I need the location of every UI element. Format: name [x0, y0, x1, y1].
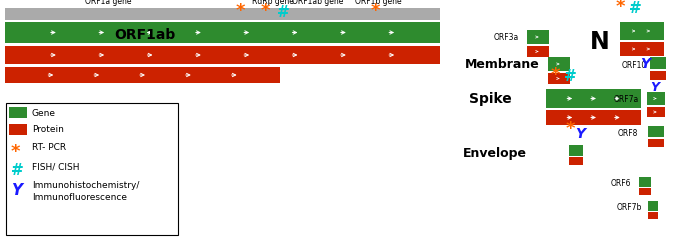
Bar: [639, 188, 651, 195]
Text: Y: Y: [11, 183, 22, 198]
Bar: [647, 107, 665, 117]
Text: RT- PCR: RT- PCR: [32, 142, 66, 151]
Text: Gene: Gene: [32, 109, 56, 118]
Bar: [527, 30, 549, 44]
Text: Membrane: Membrane: [465, 59, 540, 71]
Bar: [9, 107, 27, 118]
Text: ORF8: ORF8: [618, 129, 639, 138]
Bar: [5, 8, 440, 20]
Text: ORF3a: ORF3a: [494, 33, 520, 42]
Bar: [5, 22, 440, 43]
Bar: [546, 110, 641, 125]
Text: ORF6: ORF6: [611, 179, 631, 188]
Text: #: #: [563, 69, 576, 84]
Bar: [648, 126, 664, 137]
Text: #: #: [11, 163, 24, 178]
Text: Protein: Protein: [32, 125, 64, 134]
Text: ORF1b gene: ORF1b gene: [355, 0, 402, 6]
Text: *: *: [615, 0, 625, 16]
Text: ORF7a: ORF7a: [614, 95, 639, 104]
Bar: [620, 22, 664, 40]
Bar: [650, 57, 666, 69]
Bar: [650, 71, 666, 80]
Text: Y: Y: [651, 81, 660, 94]
Bar: [6, 103, 178, 235]
Text: #: #: [629, 1, 641, 16]
Bar: [569, 157, 583, 165]
Bar: [569, 145, 583, 156]
Bar: [9, 124, 27, 135]
Text: Immunofluorescence: Immunofluorescence: [32, 193, 127, 202]
Text: *: *: [551, 66, 560, 84]
Bar: [648, 201, 658, 211]
Text: *: *: [260, 2, 270, 20]
Text: Y: Y: [640, 57, 650, 71]
Bar: [527, 46, 549, 57]
Text: *: *: [236, 2, 245, 20]
Bar: [648, 139, 664, 147]
Text: FISH/ CISH: FISH/ CISH: [32, 163, 79, 172]
Bar: [546, 89, 641, 108]
Bar: [648, 212, 658, 219]
Text: Envelope: Envelope: [463, 147, 527, 159]
Bar: [5, 67, 280, 83]
Text: ORF10: ORF10: [622, 61, 647, 69]
Text: N: N: [590, 30, 610, 54]
Text: ORF1ab: ORF1ab: [114, 28, 176, 42]
Bar: [647, 92, 665, 105]
Bar: [5, 46, 440, 64]
Text: ORF1a gene: ORF1a gene: [85, 0, 131, 6]
Text: *: *: [11, 143, 20, 161]
Text: #: #: [277, 5, 289, 20]
Bar: [620, 42, 664, 56]
Text: Spike: Spike: [469, 92, 512, 106]
Text: RdRp gene: RdRp gene: [252, 0, 294, 6]
Bar: [548, 73, 570, 84]
Text: Immunohistochemistry/: Immunohistochemistry/: [32, 181, 139, 190]
Text: *: *: [565, 120, 575, 138]
Text: ORF1ab gene: ORF1ab gene: [292, 0, 343, 6]
Bar: [548, 57, 570, 71]
Text: Y: Y: [575, 127, 585, 141]
Text: ORF7b: ORF7b: [617, 202, 642, 211]
Bar: [639, 177, 651, 187]
Text: *: *: [370, 2, 380, 20]
